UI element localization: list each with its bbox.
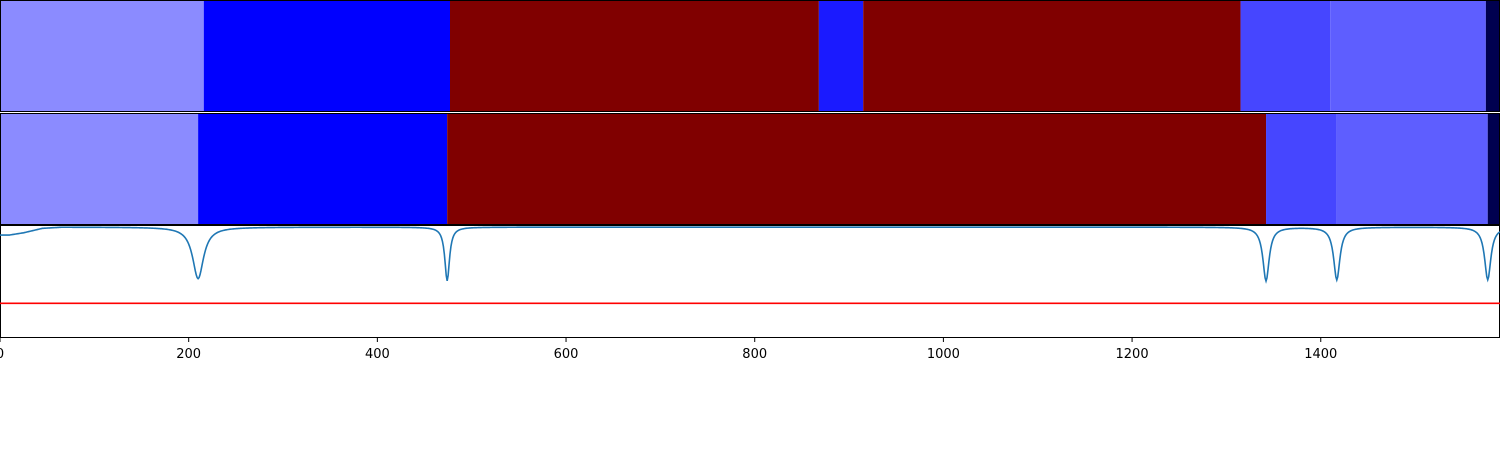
score-series-line [0,226,1500,284]
x-tick-label-400: 400 [365,347,390,362]
x-tick-label-200: 200 [176,347,201,362]
x-tick-label-1000: 1000 [927,347,960,362]
line-panel-frame [0,225,1500,338]
ground-truth-segment-bar [0,113,1500,225]
x-tick-label-0: 0 [0,347,4,362]
predicted-segment-6 [1330,0,1486,112]
ground-truth-segment-2 [447,113,1267,225]
x-tick-label-800: 800 [742,347,767,362]
predicted-segment-4 [863,0,1241,112]
predicted-segment-5 [1240,0,1331,112]
x-tick-label-600: 600 [554,347,579,362]
ground-truth-segment-4 [1336,113,1488,225]
x-tick-label-1400: 1400 [1304,347,1337,362]
predicted-segment-0 [0,0,204,112]
predicted-segment-2 [450,0,819,112]
predicted-segment-1 [203,0,450,112]
ground-truth-segment-3 [1266,113,1337,225]
predicted-segment-3 [818,0,864,112]
x-axis: 0 200 400 600 800 1000 1200 1400 [0,338,1337,362]
ground-truth-segment-5 [1487,113,1500,225]
predicted-segment-bar [0,0,1500,112]
ground-truth-segment-0 [0,113,199,225]
boundary-score-panel: 0 200 400 600 800 1000 1200 1400 [0,225,1500,362]
predicted-segment-7 [1485,0,1500,112]
x-tick-label-1200: 1200 [1116,347,1149,362]
ground-truth-segment-1 [198,113,448,225]
